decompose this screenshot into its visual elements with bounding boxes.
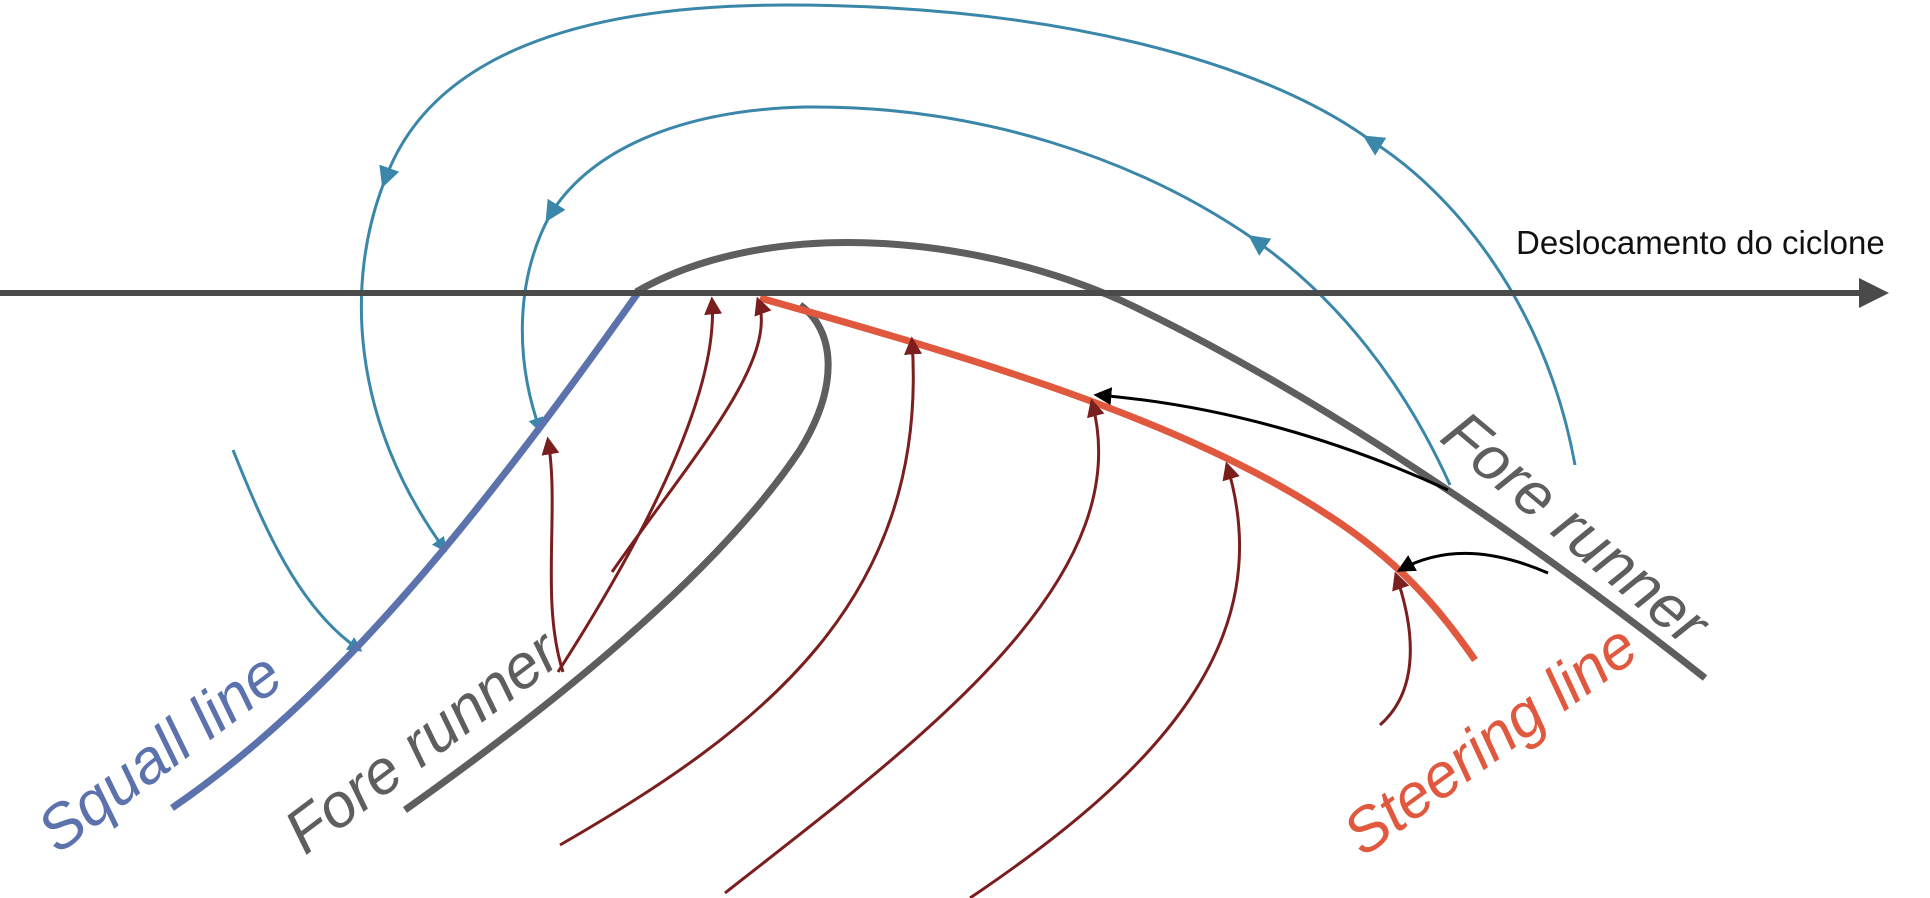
- blue-streamline-inner: [1248, 235, 1452, 486]
- blue-streamline-outer-descent: [359, 179, 447, 553]
- red-streamline-6: [969, 461, 1242, 898]
- steering-line: [759, 294, 1478, 663]
- red-streamline-1: [541, 436, 565, 673]
- red-streamline-4: [559, 336, 922, 847]
- fore-runner-right-label: Fore runner: [1429, 398, 1723, 661]
- blue-streamline-inner-top: [545, 105, 1256, 242]
- black-streamline-2: [1396, 551, 1549, 575]
- red-streamline-5: [724, 398, 1105, 895]
- black-streamline-1: [1093, 387, 1449, 492]
- blue-streamline-outer: [1362, 135, 1577, 466]
- red-streamline-2: [556, 296, 723, 673]
- blue-streamline-outer-top: [379, 3, 1371, 188]
- red-streamline-3: [610, 296, 772, 573]
- blue-streamline-short: [231, 449, 363, 652]
- fore-runner-left-label: Fore runner: [272, 616, 574, 867]
- steering-line-label: Steering line: [1331, 611, 1650, 869]
- axis-label: Deslocamento do ciclone: [1516, 224, 1885, 261]
- red-streamline-7: [1379, 571, 1412, 727]
- squall-line-label: Squall line: [25, 639, 295, 866]
- blue-streamline-inner-descent: [520, 214, 552, 433]
- fore-runner-left: [402, 302, 832, 813]
- fore-runner-right: [634, 239, 1708, 681]
- squall-line: [170, 287, 643, 811]
